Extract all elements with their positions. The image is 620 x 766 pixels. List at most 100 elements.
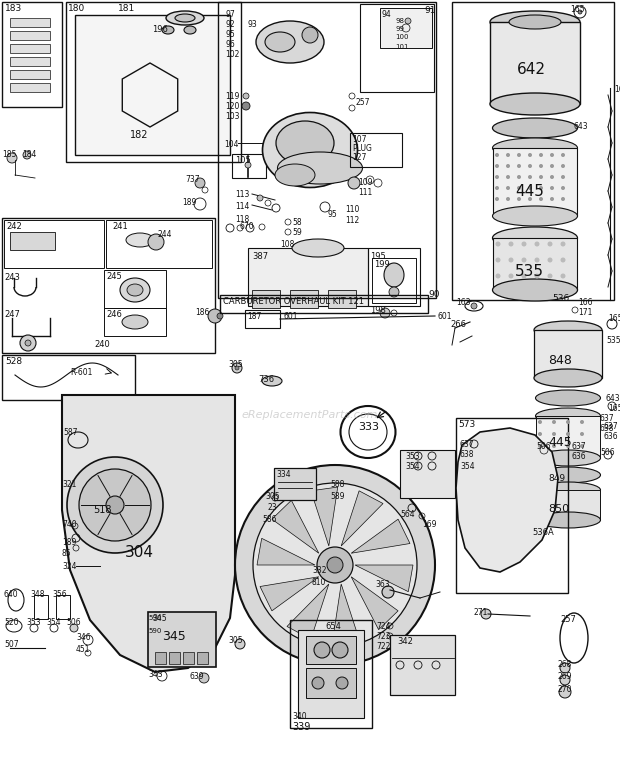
Bar (148, 612, 216, 667)
Ellipse shape (175, 14, 195, 22)
Text: 247: 247 (4, 310, 20, 319)
Bar (10, 232, 55, 250)
Bar (328, 290, 356, 308)
Circle shape (508, 257, 513, 263)
Text: 95: 95 (328, 210, 338, 219)
Text: 636: 636 (604, 432, 619, 441)
Ellipse shape (262, 113, 358, 188)
Ellipse shape (278, 152, 363, 184)
Text: 305: 305 (228, 636, 242, 645)
Text: 637: 637 (572, 442, 587, 451)
Circle shape (327, 557, 343, 573)
Text: 119: 119 (225, 92, 239, 101)
Bar (75, 15, 230, 155)
Text: 639: 639 (190, 672, 205, 681)
Circle shape (235, 639, 245, 649)
Bar (245, 310, 280, 328)
Text: 104: 104 (224, 140, 239, 149)
Text: 810: 810 (312, 578, 326, 587)
Polygon shape (341, 491, 383, 546)
Circle shape (552, 432, 556, 436)
Circle shape (539, 197, 543, 201)
Bar (372, 258, 416, 303)
Bar (290, 620, 372, 728)
Text: 342: 342 (397, 637, 413, 646)
Text: 195: 195 (370, 252, 386, 261)
Ellipse shape (122, 315, 148, 329)
Text: 184: 184 (22, 150, 37, 159)
Bar (2, 218, 215, 353)
Text: 334: 334 (276, 470, 291, 479)
Bar (306, 668, 356, 698)
Text: 848: 848 (548, 354, 572, 367)
Ellipse shape (292, 239, 344, 257)
Text: 257: 257 (356, 98, 371, 107)
Text: 109: 109 (358, 178, 373, 187)
Bar (169, 652, 180, 664)
Bar (183, 652, 194, 664)
Text: 243: 243 (4, 273, 20, 282)
Ellipse shape (184, 26, 196, 34)
Circle shape (336, 677, 348, 689)
Text: 643: 643 (606, 394, 620, 403)
Circle shape (560, 663, 570, 673)
Text: 737: 737 (185, 175, 200, 184)
Circle shape (528, 186, 532, 190)
Bar (490, 22, 580, 104)
Circle shape (566, 432, 570, 436)
Circle shape (566, 420, 570, 424)
Bar (66, 2, 241, 162)
Circle shape (506, 164, 510, 168)
Circle shape (148, 234, 164, 250)
Text: 654: 654 (325, 622, 341, 631)
Circle shape (566, 444, 570, 448)
Text: 113: 113 (235, 190, 249, 199)
Circle shape (106, 496, 124, 514)
Ellipse shape (127, 284, 143, 296)
Text: 244: 244 (158, 230, 172, 239)
Circle shape (506, 197, 510, 201)
Circle shape (517, 164, 521, 168)
Circle shape (547, 273, 552, 279)
Text: 185: 185 (2, 150, 16, 159)
Bar (10, 31, 50, 40)
Text: PLUG: PLUG (352, 144, 372, 153)
Text: 111: 111 (358, 188, 372, 197)
Bar (493, 148, 577, 216)
Ellipse shape (256, 21, 324, 63)
Text: 165: 165 (608, 314, 620, 323)
Circle shape (521, 241, 526, 247)
Bar (536, 490, 600, 520)
Circle shape (67, 457, 163, 553)
Text: 354: 354 (460, 462, 475, 471)
Circle shape (534, 273, 539, 279)
Text: 722: 722 (376, 642, 391, 651)
Text: 246: 246 (106, 310, 122, 319)
Bar (104, 308, 166, 336)
Circle shape (517, 197, 521, 201)
Bar (2, 355, 135, 400)
Text: 118: 118 (235, 215, 249, 224)
Text: 637: 637 (600, 414, 614, 423)
Circle shape (317, 547, 353, 583)
Text: 643: 643 (574, 122, 588, 131)
Text: 165: 165 (614, 85, 620, 94)
Circle shape (552, 420, 556, 424)
Text: 266: 266 (450, 320, 466, 329)
Bar (452, 2, 614, 300)
Text: 590: 590 (148, 615, 161, 621)
Ellipse shape (490, 93, 580, 115)
Circle shape (539, 175, 543, 179)
Circle shape (348, 177, 360, 189)
Polygon shape (62, 395, 235, 672)
Circle shape (506, 186, 510, 190)
Text: 518: 518 (93, 505, 112, 515)
Text: 95: 95 (225, 30, 235, 39)
Circle shape (389, 287, 399, 297)
Text: 85: 85 (62, 549, 72, 558)
Text: 586: 586 (262, 515, 277, 524)
Text: 339: 339 (292, 722, 311, 732)
Bar (368, 248, 420, 306)
Text: 199: 199 (374, 260, 390, 269)
Circle shape (382, 586, 394, 598)
